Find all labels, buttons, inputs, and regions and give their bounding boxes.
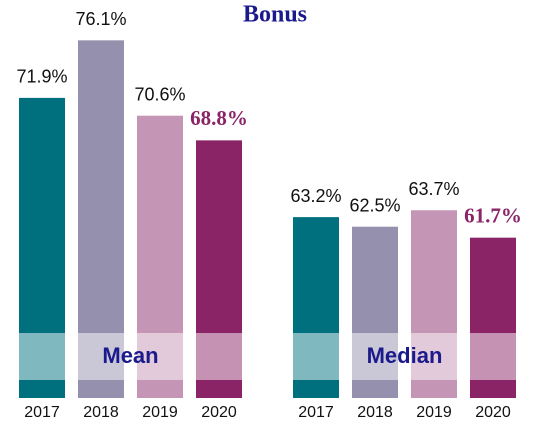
x-tick-label: 2018: [357, 404, 393, 421]
value-label: 62.5%: [349, 195, 400, 215]
value-label: 61.7%: [464, 203, 522, 227]
x-tick-label: 2019: [416, 404, 452, 421]
x-tick-label: 2020: [201, 404, 237, 421]
value-label: 71.9%: [16, 67, 67, 87]
group-label: Median: [367, 343, 443, 368]
x-tick-label: 2019: [142, 404, 178, 421]
group-label: Mean: [102, 343, 158, 368]
value-label: 68.8%: [190, 106, 248, 130]
label-band: [293, 333, 516, 380]
value-label: 63.2%: [290, 186, 341, 206]
value-label: 76.1%: [75, 9, 126, 29]
x-tick-label: 2018: [83, 404, 119, 421]
x-tick-label: 2017: [298, 404, 334, 421]
value-label: 70.6%: [134, 84, 185, 104]
x-tick-label: 2017: [24, 404, 60, 421]
chart-title: Bonus: [243, 2, 307, 28]
label-band: [19, 333, 242, 380]
value-label: 63.7%: [408, 179, 459, 199]
x-tick-label: 2020: [475, 404, 511, 421]
